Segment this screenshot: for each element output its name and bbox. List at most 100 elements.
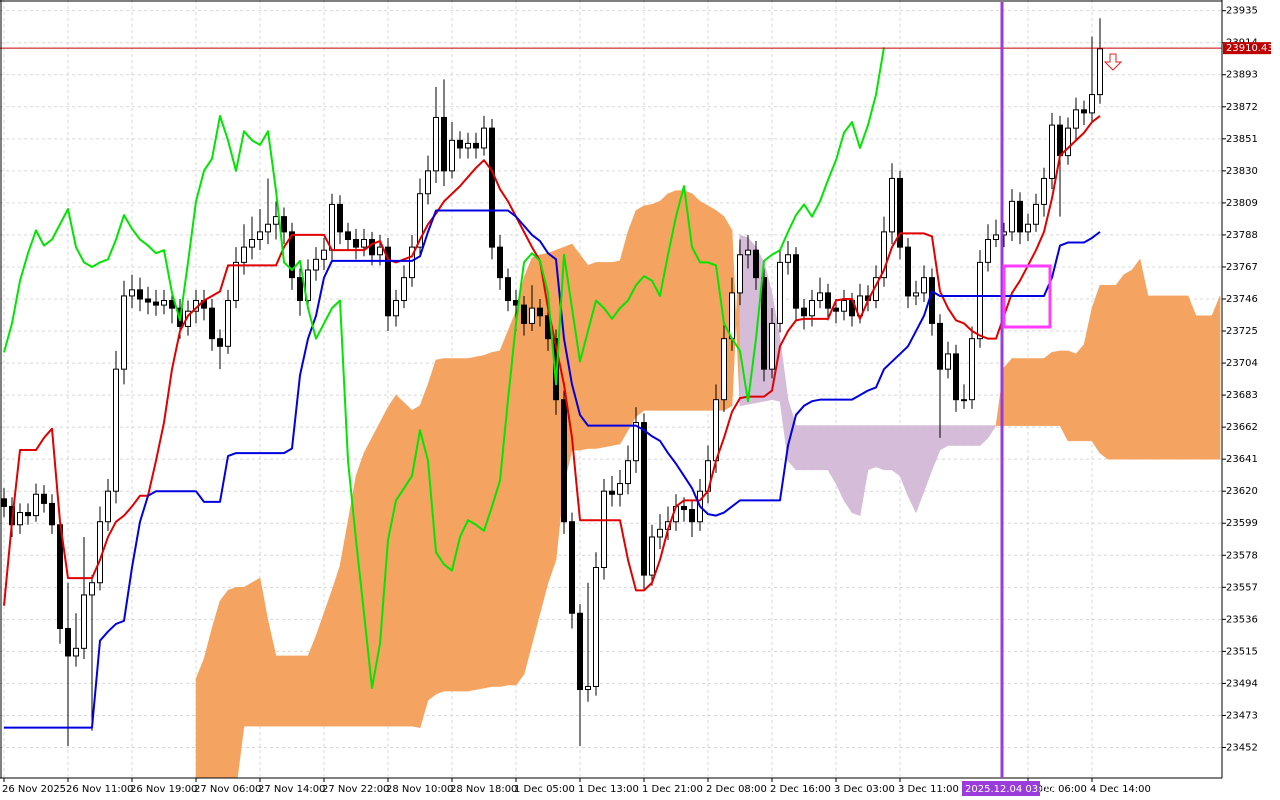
x-tick-label: 27 Nov 22:00 bbox=[322, 784, 389, 795]
candle-body bbox=[657, 528, 663, 538]
candle-body bbox=[817, 292, 823, 302]
cloud-segment bbox=[1147, 295, 1157, 460]
candle-body bbox=[281, 216, 287, 233]
candle-body bbox=[897, 177, 903, 248]
cloud-segment bbox=[891, 425, 901, 477]
candle-body bbox=[721, 338, 727, 401]
candle-body bbox=[537, 307, 543, 317]
candle-body bbox=[17, 512, 23, 526]
cloud-segment bbox=[707, 205, 717, 411]
candle-body bbox=[153, 301, 159, 306]
candle-body bbox=[633, 422, 639, 462]
candle-body bbox=[377, 246, 383, 256]
cloud-segment bbox=[227, 586, 237, 778]
candle-body bbox=[785, 254, 791, 263]
candle-body bbox=[625, 460, 631, 485]
plot-area bbox=[0, 18, 1222, 778]
candle-body bbox=[105, 490, 111, 523]
cloud-segment bbox=[595, 262, 605, 449]
candle-body bbox=[913, 292, 919, 297]
y-tick-label: 23473 bbox=[1226, 710, 1258, 721]
y-tick-label: 23851 bbox=[1226, 134, 1258, 145]
candle-body bbox=[217, 338, 223, 347]
cloud-segment bbox=[843, 425, 853, 514]
y-tick-label: 23893 bbox=[1226, 70, 1258, 81]
cloud-segment bbox=[1187, 295, 1197, 460]
candle-body bbox=[257, 231, 263, 241]
candle-body bbox=[489, 127, 495, 248]
candle-body bbox=[889, 177, 895, 233]
cloud-segment bbox=[1179, 295, 1189, 460]
cloud-segment bbox=[587, 261, 597, 449]
candle-body bbox=[289, 231, 295, 279]
candle-body bbox=[1033, 203, 1039, 225]
candle-body bbox=[1089, 94, 1095, 114]
cloud-segment bbox=[635, 205, 645, 418]
indicator-line bbox=[4, 209, 1101, 729]
y-tick-label: 23620 bbox=[1226, 486, 1258, 497]
x-tick-label: 27 Nov 06:00 bbox=[194, 784, 261, 795]
cloud-segment bbox=[251, 577, 261, 727]
cloud-segment bbox=[1203, 315, 1213, 460]
candle-body bbox=[137, 289, 143, 300]
candle-body bbox=[993, 234, 999, 241]
candle-body bbox=[481, 127, 487, 149]
y-tick-label: 23536 bbox=[1226, 614, 1258, 625]
cloud-segment bbox=[355, 452, 365, 727]
cloud-segment bbox=[1155, 295, 1165, 460]
candle-body bbox=[89, 582, 95, 596]
last-price-box bbox=[1223, 42, 1271, 55]
y-tick-label: 23767 bbox=[1226, 262, 1258, 273]
cloud-segment bbox=[883, 425, 893, 471]
cloud-segment bbox=[195, 658, 205, 778]
candle-body bbox=[33, 493, 39, 517]
candle-body bbox=[985, 239, 991, 263]
candle-body bbox=[505, 277, 511, 302]
candle-body bbox=[1025, 223, 1031, 233]
y-tick-label: 23872 bbox=[1226, 102, 1258, 113]
candle-body bbox=[1009, 200, 1015, 233]
candle-body bbox=[977, 261, 983, 340]
x-tick-label: 4 Dec 06:00 bbox=[1026, 784, 1087, 795]
crosshair-label: 2025.12.04 03:00 bbox=[965, 784, 1054, 795]
cloud-segment bbox=[1059, 350, 1069, 442]
candle-body bbox=[41, 493, 47, 504]
candle-body bbox=[401, 277, 407, 302]
cloud-segment bbox=[1011, 358, 1021, 426]
y-tick-label: 23788 bbox=[1226, 230, 1258, 241]
candle-body bbox=[649, 536, 655, 576]
cloud-segment bbox=[963, 425, 973, 446]
cloud-segment bbox=[283, 655, 293, 727]
cloud-segment bbox=[955, 425, 965, 446]
cloud-segment bbox=[851, 425, 861, 517]
candle-body bbox=[313, 258, 319, 271]
candle-body bbox=[369, 239, 375, 256]
candle-body bbox=[1097, 48, 1103, 96]
x-tick-label: 4 Dec 14:00 bbox=[1090, 784, 1151, 795]
candle-body bbox=[425, 170, 431, 195]
candle-body bbox=[593, 566, 599, 687]
cloud-segment bbox=[603, 262, 613, 448]
candle-body bbox=[801, 307, 807, 317]
cloud-segment bbox=[347, 475, 357, 727]
candle-body bbox=[753, 249, 759, 279]
x-tick-label: 28 Nov 10:00 bbox=[386, 784, 453, 795]
candle-body bbox=[921, 277, 927, 294]
cloud-segment bbox=[939, 425, 949, 451]
candle-body bbox=[905, 246, 911, 297]
cloud-segment bbox=[1107, 284, 1117, 460]
candle-body bbox=[81, 594, 87, 649]
candle-body bbox=[953, 353, 959, 401]
cloud-segment bbox=[323, 590, 333, 727]
candle-body bbox=[241, 246, 247, 263]
cloud-segment bbox=[1171, 295, 1181, 460]
candle-body bbox=[713, 399, 719, 462]
indicator-line bbox=[3, 47, 885, 689]
candle-body bbox=[681, 505, 687, 511]
candle-body bbox=[441, 116, 447, 172]
cloud-segment bbox=[203, 628, 213, 778]
candle-body bbox=[25, 512, 31, 517]
candle-body bbox=[457, 139, 463, 149]
cloud-segment bbox=[1123, 269, 1133, 460]
candle-body bbox=[297, 277, 303, 302]
